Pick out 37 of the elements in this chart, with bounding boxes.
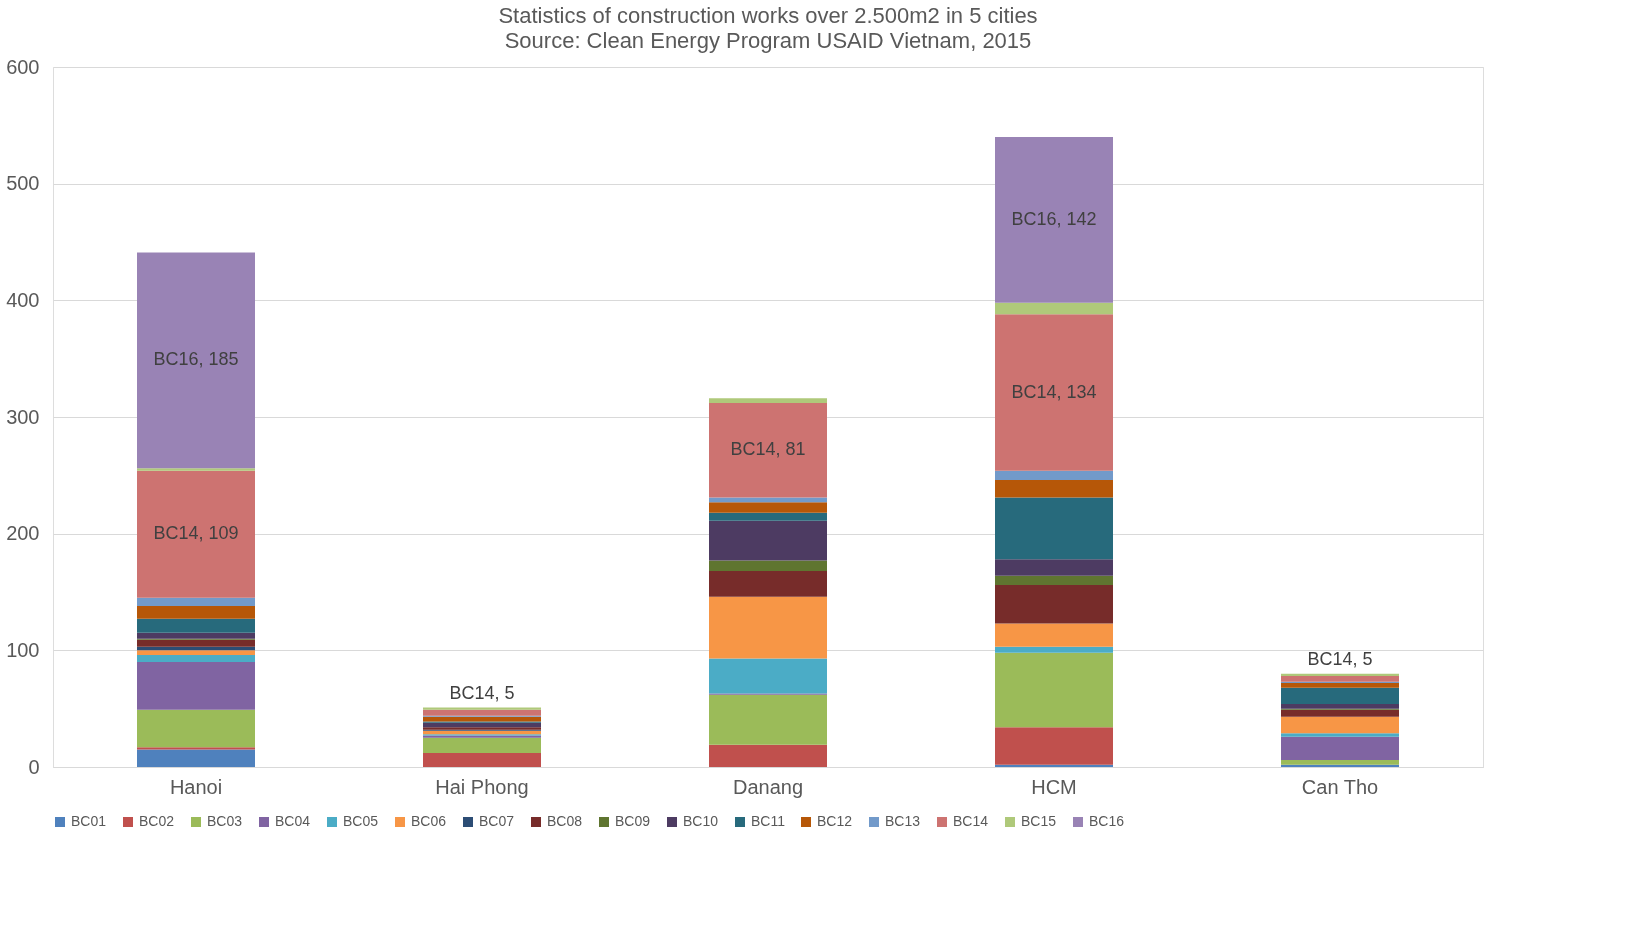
- y-tick-label: 300: [6, 405, 40, 428]
- legend-label: BC11: [751, 813, 786, 829]
- legend-label: BC04: [275, 813, 311, 829]
- legend-label: BC16: [1089, 813, 1125, 829]
- y-tick-label: 200: [6, 522, 40, 545]
- legend-label: BC03: [207, 813, 243, 829]
- data-label: BC14, 5: [1307, 648, 1373, 669]
- data-label: BC14, 5: [449, 682, 515, 703]
- legend-label: BC07: [479, 813, 515, 829]
- legend-label: BC13: [885, 813, 921, 829]
- legend-label: BC09: [615, 813, 651, 829]
- x-tick-label: HCM: [1031, 775, 1077, 798]
- y-tick-label: 400: [6, 288, 40, 311]
- data-label: BC16, 142: [1011, 208, 1097, 229]
- legend-label: BC05: [343, 813, 379, 829]
- data-label: BC14, 109: [153, 523, 239, 544]
- legend-label: BC01: [71, 813, 107, 829]
- x-tick-label: Hai Phong: [435, 775, 529, 798]
- legend-label: BC08: [547, 813, 583, 829]
- x-tick-label: Danang: [732, 775, 804, 798]
- y-tick-label: 0: [28, 755, 40, 778]
- legend-label: BC15: [1021, 813, 1057, 829]
- y-tick-label: 600: [6, 55, 40, 78]
- chart-title: Statistics of construction works over 2.500m2 in 5 cities: [498, 3, 1038, 28]
- legend-label: BC14: [953, 813, 989, 829]
- chart-subtitle: Source: Clean Energy Program USAID Vietnam, 2015: [504, 28, 1032, 53]
- data-label: BC14, 134: [1011, 381, 1097, 402]
- data-label: BC16, 185: [153, 349, 239, 370]
- x-tick-label: Can Tho: [1301, 775, 1379, 798]
- legend-label: BC02: [139, 813, 175, 829]
- data-label: BC14, 81: [730, 439, 806, 460]
- legend-label: BC06: [411, 813, 447, 829]
- x-tick-label: Hanoi: [169, 775, 223, 798]
- legend-label: BC12: [817, 813, 853, 829]
- y-tick-label: 100: [6, 638, 40, 661]
- y-tick-label: 500: [6, 172, 40, 195]
- legend-label: BC10: [683, 813, 719, 829]
